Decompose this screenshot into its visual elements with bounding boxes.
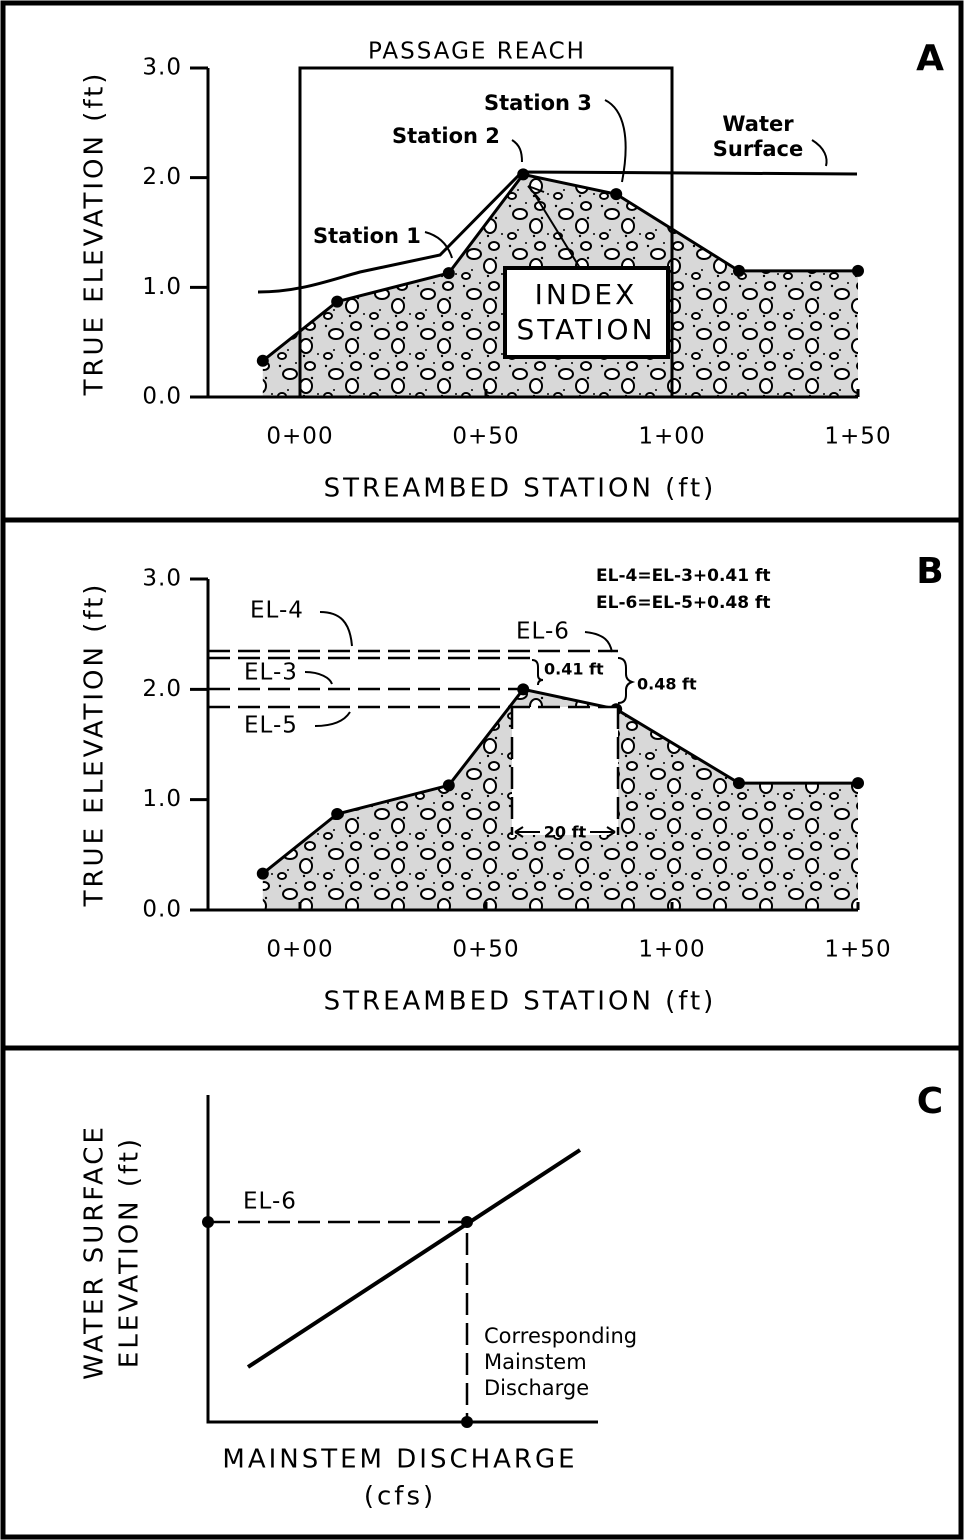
el5: EL-5: [244, 713, 298, 739]
arrow: [314, 711, 351, 727]
y-tick-label: 1.0: [142, 274, 182, 300]
y-axis-title: TRUE ELEVATION (ft): [80, 71, 110, 397]
arrow: [319, 611, 353, 647]
station-1: Station 1: [313, 224, 421, 248]
delta-1: 0.41 ft: [544, 660, 604, 679]
equation: EL-6=EL-5+0.48 ft: [596, 593, 771, 613]
el3: EL-3: [244, 660, 298, 686]
arrow: [527, 185, 581, 269]
panel-label: A: [916, 38, 944, 79]
y-tick-label: 2.0: [142, 164, 182, 190]
index-box: [503, 266, 670, 359]
point: [461, 1216, 473, 1228]
y-tick-label: 2.0: [142, 676, 182, 702]
y-tick-label: 3.0: [142, 55, 182, 81]
point: [461, 1416, 473, 1428]
station-3: Station 3: [484, 91, 592, 115]
x-tick-label: 0+50: [452, 937, 519, 963]
width-label: 20 ft: [544, 823, 587, 842]
arrow: [584, 631, 613, 653]
note: Mainstem: [484, 1350, 587, 1374]
el6: EL-6: [516, 619, 570, 645]
profile-point: [442, 267, 455, 280]
x-tick-label: 1+00: [638, 937, 705, 963]
profile-point: [732, 777, 745, 790]
panel-a: 0.0 1.0 2.0 3.0 0+00 0+50 1+00 1+50 TRUE ELEVATI…: [80, 38, 944, 504]
note: Corresponding: [484, 1324, 637, 1348]
note: Discharge: [484, 1376, 589, 1400]
index-window: [512, 707, 618, 835]
passage-reach: PASSAGE REACH: [368, 39, 586, 65]
x-axis-title: STREAMBED STATION (ft): [324, 987, 717, 1017]
point: [202, 1216, 214, 1228]
y-axis-title: ELEVATION (ft): [115, 1136, 145, 1368]
index-station: STATION: [516, 313, 655, 346]
profile-point: [256, 867, 269, 880]
profile-point: [517, 683, 530, 696]
y-tick-label: 0.0: [142, 897, 182, 923]
arrow: [424, 231, 453, 259]
guide-line: [208, 1220, 469, 1422]
window-edge: [510, 707, 620, 835]
profile-point: [442, 779, 455, 792]
label-bg: [345, 38, 605, 66]
profile-point: [331, 295, 344, 308]
panel-b: 0.0 1.0 2.0 3.0 0+00 0+50 1+00 1+50 TRUE ELEVATI…: [80, 551, 944, 1017]
el-label: EL-6: [243, 1189, 297, 1215]
rating-line: [246, 1148, 582, 1369]
x-tick-label: 1+50: [824, 937, 891, 963]
index-station: INDEX: [535, 278, 638, 311]
x-tick-label: 1+00: [638, 424, 705, 450]
x-tick-label: 1+50: [824, 424, 891, 450]
panel-label: B: [916, 551, 943, 592]
water-surface-label: Water: [722, 112, 794, 136]
arrow: [511, 139, 523, 163]
profile-point: [331, 808, 344, 821]
profile-point: [610, 188, 623, 201]
y-axis-title: WATER SURFACE: [80, 1124, 110, 1380]
water-surface: [257, 170, 858, 294]
width-arrow: [514, 826, 616, 838]
x-tick-label: 0+00: [266, 424, 333, 450]
y-tick-label: 1.0: [142, 786, 182, 812]
equation: EL-4=EL-3+0.41 ft: [596, 566, 771, 586]
arrow: [304, 671, 333, 685]
x-tick-label: 0+00: [266, 937, 333, 963]
delta-2: 0.48 ft: [637, 675, 697, 694]
station-2: Station 2: [392, 124, 500, 148]
passage-reach-box: [298, 66, 674, 399]
x-axis-title: (cfs): [364, 1482, 436, 1512]
water-surface-label: Surface: [713, 137, 803, 161]
x-axis-title: STREAMBED STATION (ft): [324, 474, 717, 504]
y-axis-title: TRUE ELEVATION (ft): [80, 582, 110, 908]
arrow: [604, 99, 627, 183]
profile-point: [732, 264, 745, 277]
panel-label: C: [917, 1081, 943, 1122]
panel-c: C WATER SURFACE ELEVATION (ft) MAINSTEM …: [80, 1081, 944, 1512]
x-tick-label: 0+50: [452, 424, 519, 450]
profile-point: [256, 354, 269, 367]
profile-point: [852, 264, 864, 277]
el4: EL-4: [250, 598, 304, 624]
brace: [531, 657, 636, 704]
profile-point: [852, 777, 864, 790]
y-tick-label: 3.0: [142, 566, 182, 592]
y-tick-label: 0.0: [142, 384, 182, 410]
x-axis-title: MAINSTEM DISCHARGE: [222, 1445, 577, 1475]
arrow: [811, 139, 828, 167]
